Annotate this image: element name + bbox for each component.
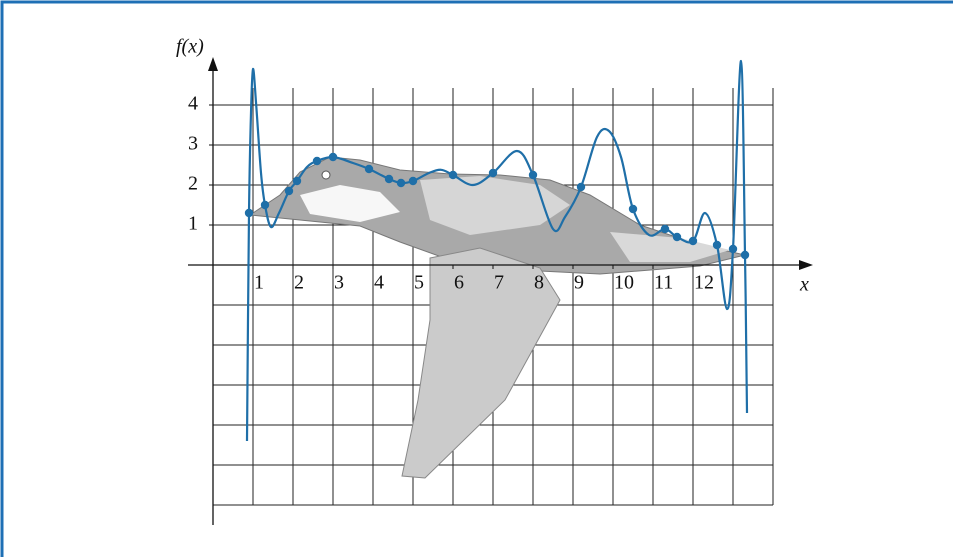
data-point (292, 176, 302, 186)
data-point (328, 152, 338, 162)
y-tick-label: 3 (188, 133, 198, 155)
x-tick-label: 10 (614, 272, 634, 294)
duck (248, 156, 746, 479)
data-point (448, 170, 458, 180)
duck-eye (321, 170, 331, 180)
curve (245, 59, 749, 442)
x-tick-label: 6 (454, 272, 464, 294)
y-axis-arrow (208, 57, 218, 71)
x-tick-label: 7 (494, 272, 504, 294)
x-axis-arrow (799, 260, 813, 270)
data-point (528, 170, 538, 180)
x-tick-label: 9 (574, 272, 584, 294)
data-point (396, 178, 406, 188)
data-point (660, 224, 670, 234)
data-point (244, 208, 254, 218)
data-point (488, 168, 498, 178)
data-point (688, 236, 698, 246)
x-tick-label: 2 (294, 272, 304, 294)
data-point (672, 232, 682, 242)
y-tick-label: 1 (188, 213, 198, 235)
x-tick-label: 4 (374, 272, 384, 294)
x-tick-label: 11 (654, 272, 673, 294)
duck-back (420, 176, 570, 235)
data-point (260, 200, 270, 210)
x-tick-label: 8 (534, 272, 544, 294)
x-tick-label: 1 (254, 272, 264, 294)
data-point (284, 186, 294, 196)
duck-tail (610, 232, 730, 262)
x-tick-label: 5 (414, 272, 424, 294)
x-axis-label: x (799, 274, 809, 296)
axes (188, 57, 813, 525)
data-point (364, 164, 374, 174)
data-point (408, 176, 418, 186)
x-tick-label: 12 (694, 272, 714, 294)
data-point (384, 174, 394, 184)
y-tick-label: 2 (188, 173, 198, 195)
y-tick-label: 4 (188, 93, 198, 115)
y-axis-label: f(x) (176, 36, 204, 58)
duck-wing (401, 247, 561, 479)
data-point (740, 250, 750, 260)
data-point (712, 240, 722, 250)
data-point (728, 244, 738, 254)
x-tick-label: 3 (334, 272, 344, 294)
duck-cheek (300, 185, 400, 222)
data-point (628, 204, 638, 214)
data-point (576, 182, 586, 192)
data-point (312, 156, 322, 166)
